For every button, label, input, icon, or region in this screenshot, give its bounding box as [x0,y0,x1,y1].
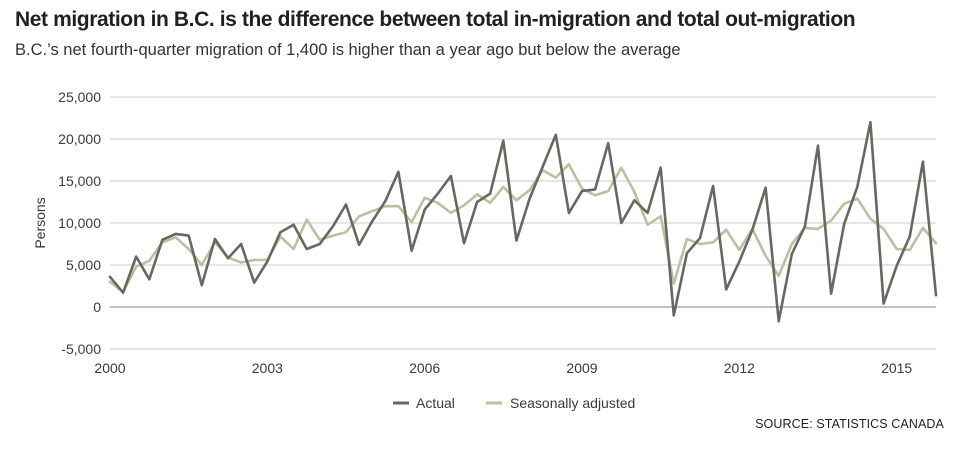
chart-title: Net migration in B.C. is the difference … [15,8,856,31]
chart-subtitle: B.C.’s net fourth-quarter migration of 1… [15,41,681,59]
legend-label-actual: Actual [416,395,455,411]
y-tick-label: 15,000 [58,173,101,189]
x-tick-label: 2015 [881,360,912,376]
y-tick-label: -5,000 [61,341,101,357]
x-tick-label: 2003 [252,360,283,376]
x-axis-ticks: 2000 2003 2006 2009 2012 2015 [94,360,912,376]
y-tick-label: 20,000 [58,131,101,147]
series-lines [108,120,938,323]
y-tick-label: 10,000 [58,215,101,231]
x-tick-label: 2012 [724,360,755,376]
y-tick-label: 5,000 [66,257,101,273]
y-tick-label: 0 [93,299,101,315]
y-axis-ticks: -5,000 0 5,000 10,000 15,000 20,000 25,000 [58,89,101,357]
y-axis-label: Persons [32,197,48,248]
source-note: SOURCE: STATISTICS CANADA [755,417,944,431]
y-tick-label: 25,000 [58,89,101,105]
series-line-actual [108,120,938,323]
legend: Actual Seasonally adjusted [393,395,635,411]
legend-label-seasonally-adjusted: Seasonally adjusted [510,395,635,411]
x-tick-label: 2006 [409,360,440,376]
x-tick-label: 2000 [94,360,125,376]
x-tick-label: 2009 [566,360,597,376]
